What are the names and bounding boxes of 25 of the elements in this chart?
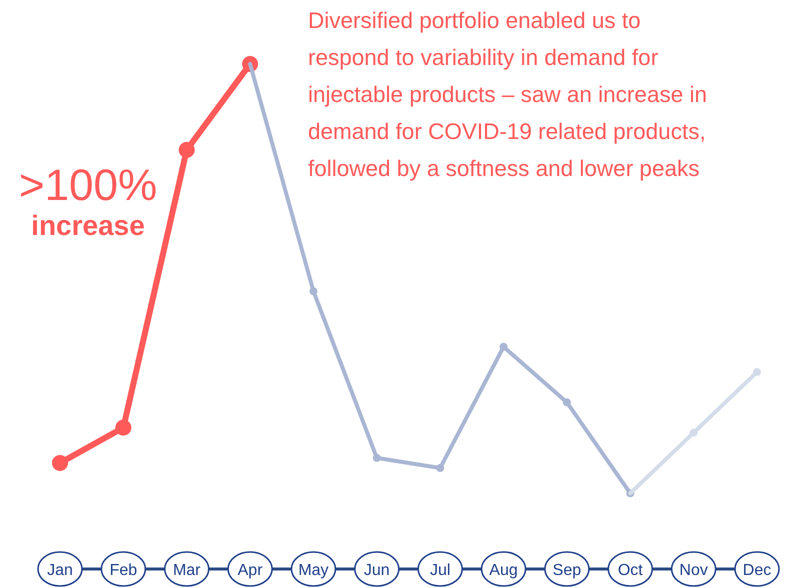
annotation: Diversified portfolio enabled us to respond to variability in demand for injectable products – saw an increase in demand for COVID-19 related products, followed by a softness and lower peaks: [308, 8, 707, 181]
x-tick-label: Mar: [172, 562, 202, 579]
x-tick-label: Jul: [430, 562, 450, 579]
x-tick-label: May: [298, 562, 329, 579]
point: [690, 428, 698, 437]
x-tick-label: Sep: [552, 562, 582, 579]
point: [500, 342, 508, 351]
x-tick-label: Nov: [679, 562, 708, 579]
x-tick-label: Dec: [742, 562, 772, 579]
x-tick-label: Jun: [364, 562, 390, 579]
point: [52, 454, 68, 471]
x-tick-label: Jan: [47, 562, 73, 579]
annotation: >100%: [18, 161, 158, 210]
point: [753, 368, 761, 376]
point: [178, 142, 195, 158]
point: [436, 464, 444, 472]
point: [562, 398, 571, 406]
annotation: increase: [31, 210, 145, 241]
point: [309, 287, 318, 296]
x-tick-label: Apr: [238, 562, 264, 579]
x-tick-label: Aug: [489, 562, 518, 579]
point: [115, 420, 132, 436]
x-tick-label: Oct: [618, 562, 644, 579]
x-tick-label: Feb: [110, 562, 138, 579]
point: [372, 454, 381, 462]
